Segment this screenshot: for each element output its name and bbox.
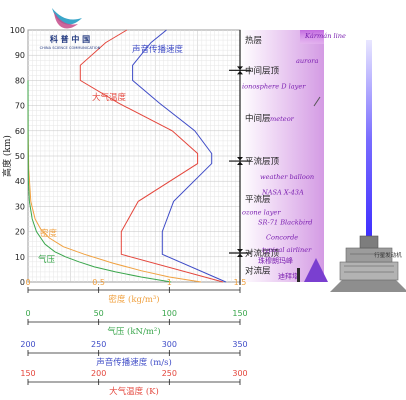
bottom-axis-tick-label: 0.5 [92,278,105,287]
bottom-axis-tick-label: 150 [20,369,35,378]
series-line-0 [79,29,224,283]
object-label-7: SR-71 Blackbird [258,219,312,227]
chart-grid [27,29,241,283]
bottom-axis-tick-label: 0 [25,278,30,287]
bottom-axis-tick-label: 200 [20,340,35,349]
series-label-0: 大气温度 [92,92,127,103]
y-tick-label: 60 [15,127,25,136]
logo-wing-accent-icon [54,12,78,29]
series-label-3: 气压 [38,254,56,265]
boundary-arrow-down-icon [237,66,243,70]
y-axis-label: 高度 (km) [1,135,13,177]
boundary-arrow-up-icon [237,253,243,258]
logo: 科 普 中 国 CHINA SCIENCE COMMUNICATION [40,8,101,50]
engine-nozzle [359,235,379,249]
bottom-axis-label-2: 声音传播速度 (m/s) [96,357,172,368]
object-label-5: NASA X-43A [261,188,304,196]
logo-text-en: CHINA SCIENCE COMMUNICATION [40,46,101,50]
bottom-axis-tick-label: 100 [162,309,177,318]
y-tick-label: 90 [15,51,25,60]
engine-body [339,261,399,281]
chart-series [27,29,227,283]
y-tick-label: 0 [20,278,25,287]
boundary-arrow-down-icon [237,157,243,161]
engine-label: 行星发动机 [374,251,402,259]
object-labels: Kármán line aurora ionosphere D layer meteo… [242,32,346,281]
bottom-axis-tick-label: 200 [91,369,106,378]
object-label-9: typical airliner [262,246,312,254]
object-label-6: ozone layer [242,208,281,216]
layer-label-6: 对流层 [245,266,271,277]
atmosphere-band [240,30,324,282]
bottom-axis-tick-label: 50 [94,309,104,318]
layer-label-0: 热层 [245,35,262,46]
engine-base [330,280,406,292]
y-tick-label: 80 [15,76,25,85]
object-label-3: meteor [270,115,295,123]
bottom-axis-label-3: 大气温度 (K) [109,386,159,397]
everest-mountain [304,258,328,282]
y-tick-label: 30 [15,202,25,211]
dubai-tower [297,268,300,282]
y-tick-label: 40 [15,177,25,186]
series-label-1: 声音传播速度 [132,44,184,55]
layer-label-4: 平流层 [245,194,271,205]
bottom-axis-tick-label: 250 [91,340,106,349]
bottom-axis-tick-label: 250 [162,369,177,378]
boundary-arrow-up-icon [237,70,243,75]
object-label-11: 迪拜塔 [278,272,299,281]
aurora-glow [300,30,324,44]
layer-label-2: 中间层 [245,113,271,124]
series-line-1 [132,29,227,283]
bottom-axis-tick-label: 0 [25,309,30,318]
boundary-arrow-up-icon [237,161,243,166]
bottom-axis-tick-label: 1 [167,278,172,287]
layer-label-3: 平流层顶 [245,156,280,167]
object-label-1: aurora [296,57,318,65]
object-label-0: Kármán line [304,32,346,40]
layer-label-1: 中间层顶 [245,65,280,76]
bottom-axis-label-0: 密度 (kg/m³) [108,294,159,305]
y-tick-label: 50 [15,152,25,161]
layer-label-5: 对流层顶 [245,248,280,259]
engine-beam [366,40,372,240]
y-tick-label: 70 [15,102,25,111]
y-tick-label: 10 [15,253,25,262]
y-tick-label: 100 [10,26,25,35]
bottom-axis-tick-label: 350 [232,340,247,349]
bottom-axis-tick-label: 150 [232,309,247,318]
y-tick-label: 20 [15,228,25,237]
y-axis: 0 10 20 30 40 50 60 70 80 90 100 高度 (km) [1,26,25,287]
bottom-axis-tick-label: 300 [232,369,247,378]
boundary-arrow-down-icon [237,249,243,253]
object-label-4: weather balloon [260,173,314,181]
object-label-10: 珠穆朗玛峰 [258,256,293,265]
bottom-axis-tick-label: 300 [162,340,177,349]
logo-text-cn: 科 普 中 国 [50,34,90,44]
meteor-icon [313,96,321,107]
series-label-2: 密度 [40,228,58,239]
object-label-8: Concorde [266,234,298,242]
planetary-engine: 行星发动机 [330,40,406,292]
object-label-2: ionosphere D layer [242,82,306,90]
bottom-axis-label-1: 气压 (kN/m²) [107,326,160,337]
series-line-3 [27,80,172,283]
